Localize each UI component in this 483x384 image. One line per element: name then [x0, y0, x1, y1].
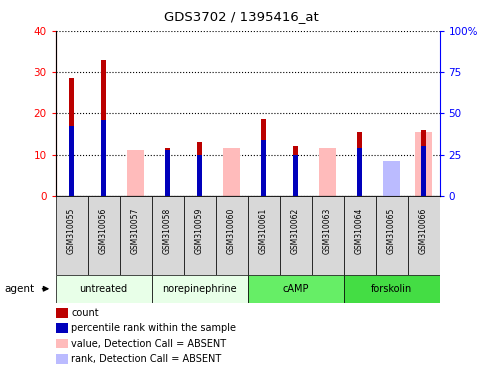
- Bar: [101, 120, 106, 196]
- Bar: [70, 78, 73, 196]
- Bar: [261, 119, 266, 196]
- Text: forskolin: forskolin: [371, 284, 412, 294]
- Bar: [152, 275, 248, 303]
- Text: GSM310057: GSM310057: [131, 208, 140, 254]
- Text: GSM310062: GSM310062: [291, 208, 300, 254]
- Text: value, Detection Call = ABSENT: value, Detection Call = ABSENT: [71, 339, 227, 349]
- Bar: [383, 161, 400, 196]
- Bar: [408, 196, 440, 275]
- Text: rank, Detection Call = ABSENT: rank, Detection Call = ABSENT: [71, 354, 222, 364]
- Bar: [87, 196, 120, 275]
- Text: percentile rank within the sample: percentile rank within the sample: [71, 323, 237, 333]
- Text: GSM310060: GSM310060: [227, 208, 236, 254]
- Bar: [312, 196, 343, 275]
- Bar: [166, 150, 170, 196]
- Bar: [357, 148, 362, 196]
- Bar: [152, 196, 184, 275]
- Bar: [343, 196, 376, 275]
- Text: GSM310058: GSM310058: [163, 208, 172, 254]
- Bar: [101, 60, 106, 196]
- Bar: [127, 151, 144, 196]
- Bar: [215, 196, 248, 275]
- Bar: [261, 140, 266, 196]
- Text: GDS3702 / 1395416_at: GDS3702 / 1395416_at: [164, 10, 319, 23]
- Text: GSM310059: GSM310059: [195, 208, 204, 254]
- Text: GSM310061: GSM310061: [259, 208, 268, 254]
- Bar: [357, 132, 362, 196]
- Bar: [376, 196, 408, 275]
- Text: count: count: [71, 308, 99, 318]
- Bar: [280, 196, 312, 275]
- Bar: [184, 196, 215, 275]
- Bar: [248, 196, 280, 275]
- Bar: [294, 155, 298, 196]
- Text: GSM310055: GSM310055: [67, 208, 76, 254]
- Bar: [166, 148, 170, 196]
- Bar: [198, 142, 201, 196]
- Bar: [56, 275, 152, 303]
- Bar: [70, 126, 73, 196]
- Bar: [319, 148, 336, 196]
- Text: GSM310066: GSM310066: [419, 208, 428, 254]
- Bar: [198, 155, 201, 196]
- Bar: [120, 196, 152, 275]
- Bar: [248, 275, 343, 303]
- Bar: [56, 196, 87, 275]
- Text: GSM310056: GSM310056: [99, 208, 108, 254]
- Bar: [422, 146, 426, 196]
- Bar: [415, 132, 432, 196]
- Text: GSM310064: GSM310064: [355, 208, 364, 254]
- Text: GSM310065: GSM310065: [387, 208, 396, 254]
- Bar: [383, 163, 400, 196]
- Bar: [294, 146, 298, 196]
- Bar: [343, 275, 440, 303]
- Text: cAMP: cAMP: [282, 284, 309, 294]
- Text: untreated: untreated: [80, 284, 128, 294]
- Bar: [422, 130, 426, 196]
- Bar: [223, 148, 241, 196]
- Text: norepinephrine: norepinephrine: [162, 284, 237, 294]
- Text: GSM310063: GSM310063: [323, 208, 332, 254]
- Text: agent: agent: [5, 284, 35, 294]
